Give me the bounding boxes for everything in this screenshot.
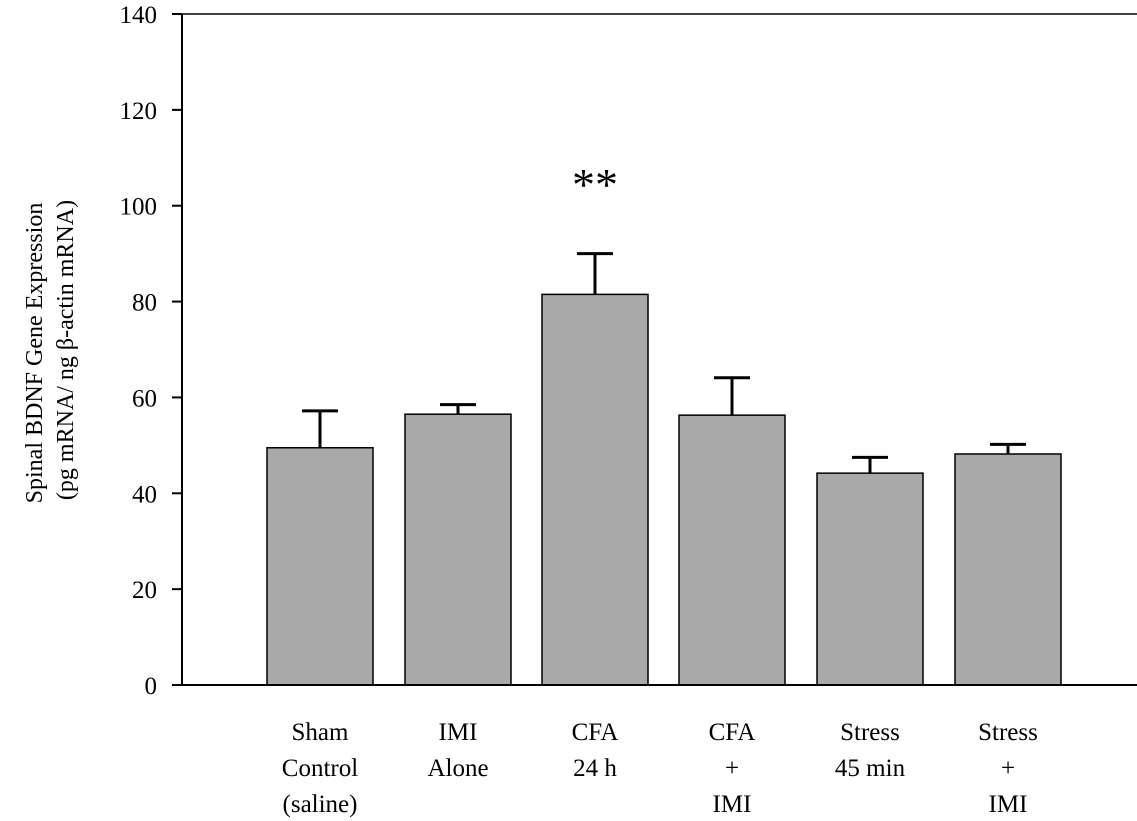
- y-tick-label: 40: [132, 481, 157, 508]
- category-label-line: Control: [282, 755, 358, 782]
- significance-annotation: **: [572, 159, 618, 210]
- category-label-line: +: [1001, 755, 1015, 782]
- y-tick-label: 20: [132, 577, 157, 604]
- category-label-line: Stress: [840, 719, 900, 746]
- category-label-line: Alone: [427, 755, 488, 782]
- category-label-line: +: [725, 755, 739, 782]
- bar: [266, 447, 374, 686]
- category-label-line: CFA: [709, 719, 756, 746]
- category-label-line: IMI: [989, 791, 1028, 818]
- y-tick-label: 60: [132, 385, 157, 412]
- category-label-line: IMI: [439, 719, 478, 746]
- bar: [541, 293, 649, 686]
- y-tick-label: 100: [120, 194, 158, 221]
- annotations-group: **: [572, 159, 618, 210]
- y-tick-label: 80: [132, 290, 157, 317]
- category-label: Sham Control (saline): [282, 719, 358, 818]
- y-axis-label: Spinal BDNF Gene Expression (pg mRNA/ ng…: [22, 197, 79, 504]
- category-label-line: 24 h: [573, 755, 617, 782]
- category-label: CFA 24 h: [572, 719, 619, 782]
- category-label: Stress 45 min: [835, 719, 906, 782]
- category-label: CFA + IMI: [709, 719, 756, 818]
- bar: [678, 414, 786, 686]
- y-tick-label: 0: [145, 673, 158, 700]
- y-axis-label-line-2: (pg mRNA/ ng β-actin mRNA): [53, 200, 79, 500]
- category-label-line: Sham: [292, 719, 350, 746]
- category-label: IMI Alone: [427, 719, 488, 782]
- category-label-line: Stress: [978, 719, 1038, 746]
- y-axis-label-line-1: Spinal BDNF Gene Expression: [22, 203, 48, 504]
- axes-group: [181, 13, 1137, 686]
- bar: [404, 413, 512, 686]
- category-label-line: 45 min: [835, 755, 906, 782]
- error-bars-group: [302, 252, 1026, 474]
- bars-group: [266, 293, 1062, 686]
- category-label-line: IMI: [713, 791, 752, 818]
- category-labels-group: Sham Control (saline) IMI Alone CFA 24 h CFA + IM…: [282, 719, 1038, 818]
- y-ticks-group: 0 20 40 60 80 100 120 140: [120, 2, 182, 700]
- category-label-line: (saline): [283, 791, 358, 818]
- bar: [816, 472, 924, 686]
- y-tick-label: 140: [120, 2, 158, 29]
- category-label: Stress + IMI: [978, 719, 1038, 818]
- bar: [954, 453, 1062, 686]
- category-label-line: CFA: [572, 719, 619, 746]
- y-tick-label: 120: [120, 98, 158, 125]
